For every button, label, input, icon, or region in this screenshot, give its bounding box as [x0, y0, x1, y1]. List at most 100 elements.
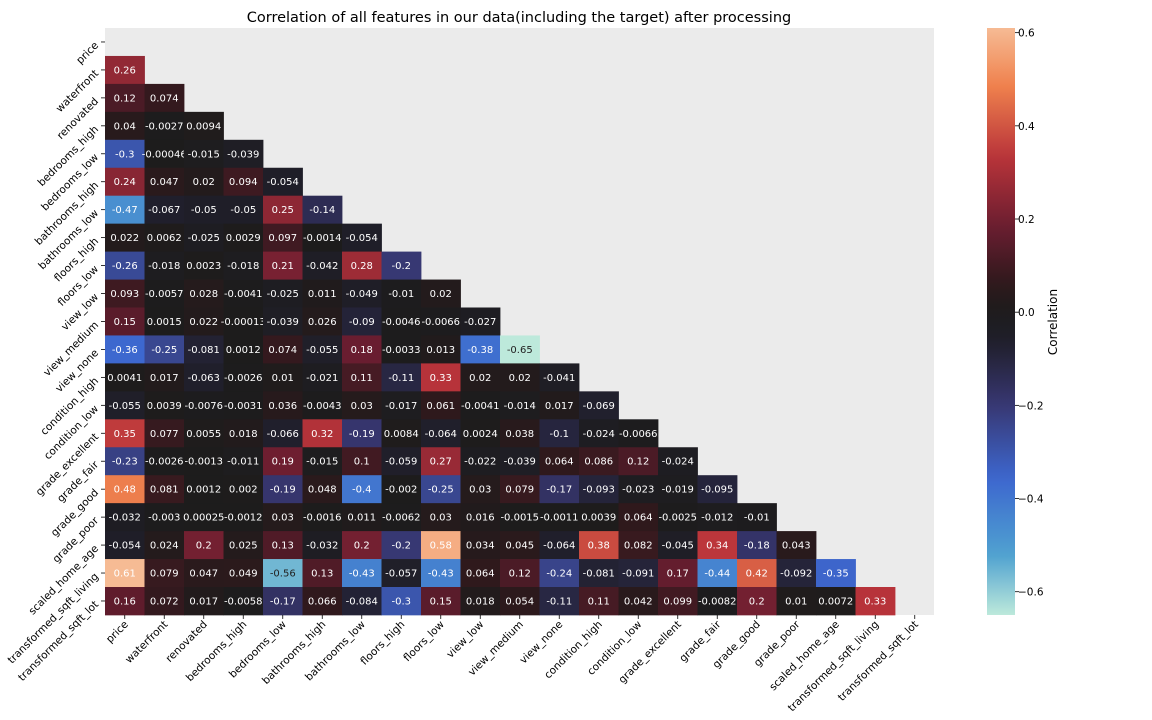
heatmap-cell	[855, 587, 896, 616]
cell-value-label: -0.3	[115, 149, 135, 160]
heatmap-cell	[263, 195, 303, 225]
heatmap-cell	[658, 559, 698, 588]
cell-value-label: -0.022	[464, 457, 496, 468]
cell-value-label: 0.034	[466, 541, 495, 552]
cell-value-label: -0.1	[549, 429, 569, 440]
heatmap-cell	[263, 363, 303, 392]
heatmap-cell	[144, 503, 185, 532]
cell-value-label: 0.0029	[226, 233, 261, 244]
heatmap-cell	[342, 335, 382, 364]
cell-value-label: 0.099	[663, 596, 692, 607]
heatmap-cell	[184, 223, 224, 252]
heatmap-cell	[184, 475, 224, 504]
heatmap-cell	[184, 279, 224, 308]
cell-value-label: -0.032	[109, 513, 141, 524]
heatmap-cell	[263, 167, 303, 197]
heatmap-cell	[263, 335, 303, 364]
colorbar-tick-label: 0.0	[1018, 307, 1035, 319]
cell-value-label: 0.02	[509, 373, 531, 384]
cell-value-label: 0.12	[114, 93, 136, 104]
heatmap-cell	[302, 419, 343, 448]
heatmap-cell	[223, 419, 264, 448]
cell-value-label: -0.018	[227, 261, 259, 272]
cell-value-label: 0.18	[351, 345, 373, 356]
cell-value-label: 0.33	[430, 373, 452, 384]
heatmap-cell	[579, 559, 619, 588]
heatmap-cell	[302, 391, 343, 420]
heatmap-cell	[144, 83, 185, 113]
cell-value-label: 0.066	[308, 596, 337, 607]
cell-value-label: -0.0041	[224, 289, 263, 300]
heatmap-cells: 0.26 0.12 0.074 0.04 -0.0027 0.0094 -0.3 -0.000…	[105, 55, 896, 616]
cell-value-label: -0.17	[270, 596, 296, 607]
heatmap-cell	[263, 419, 303, 448]
colorbar-tick-label: 0.2	[1018, 214, 1035, 226]
heatmap-cell	[144, 391, 185, 420]
colorbar-label: Correlation	[1046, 289, 1060, 355]
cell-value-label: -0.38	[467, 345, 493, 356]
cell-value-label: 0.072	[150, 596, 179, 607]
cell-value-label: 0.054	[505, 596, 534, 607]
heatmap-cell	[421, 503, 461, 532]
heatmap-cell	[737, 559, 777, 588]
heatmap-cell	[144, 475, 185, 504]
cell-value-label: -0.0011	[540, 513, 579, 524]
heatmap-cell	[697, 531, 738, 560]
cell-value-label: 0.11	[588, 596, 610, 607]
cell-value-label: -0.00046	[142, 149, 187, 160]
cell-value-label: 0.26	[114, 65, 136, 76]
heatmap-cell	[816, 559, 856, 588]
heatmap-cell	[500, 335, 540, 364]
heatmap-cell	[776, 587, 817, 616]
cell-value-label: -0.00013	[221, 317, 266, 328]
cell-value-label: 0.0012	[226, 345, 261, 356]
heatmap-cell	[342, 447, 382, 476]
cell-value-label: 0.074	[268, 345, 297, 356]
cell-value-label: 0.01	[785, 596, 807, 607]
cell-value-label: 0.24	[114, 177, 136, 188]
heatmap-cell	[223, 223, 264, 252]
heatmap-cell	[539, 447, 580, 476]
cell-value-label: -0.05	[230, 205, 256, 216]
cell-value-label: -0.0076	[184, 401, 223, 412]
cell-value-label: 0.11	[351, 373, 373, 384]
heatmap-cell	[105, 391, 145, 420]
heatmap-cell	[105, 307, 145, 336]
colorbar-tick-label: −0.6	[1018, 587, 1044, 599]
cell-value-label: 0.097	[268, 233, 297, 244]
heatmap-cell	[618, 503, 659, 532]
cell-value-label: 0.2	[354, 541, 370, 552]
cell-value-label: 0.047	[189, 569, 218, 580]
cell-value-label: -0.067	[148, 205, 180, 216]
cell-value-label: -0.024	[662, 457, 694, 468]
cell-value-label: 0.011	[308, 289, 337, 300]
cell-value-label: 0.19	[272, 457, 294, 468]
cell-value-label: 0.33	[864, 596, 886, 607]
cell-value-label: -0.014	[504, 401, 536, 412]
cell-value-label: -0.095	[701, 485, 733, 496]
heatmap-cell	[223, 139, 264, 169]
heatmap-cell	[302, 475, 343, 504]
cell-value-label: 0.061	[426, 401, 455, 412]
cell-value-label: -0.066	[267, 429, 299, 440]
cell-value-label: -0.063	[188, 373, 220, 384]
heatmap-cell	[105, 111, 145, 141]
heatmap-cell	[302, 363, 343, 392]
cell-value-label: -0.0057	[145, 289, 184, 300]
heatmap-cell	[105, 279, 145, 308]
heatmap-cell	[500, 363, 540, 392]
heatmap-cell	[381, 503, 422, 532]
heatmap-cell	[184, 307, 224, 336]
cell-value-label: -0.032	[306, 541, 338, 552]
heatmap-cell	[539, 391, 580, 420]
heatmap-cell	[579, 531, 619, 560]
cell-value-label: 0.016	[466, 513, 495, 524]
heatmap-cell	[144, 251, 185, 280]
heatmap-cell	[342, 475, 382, 504]
heatmap-cell	[737, 587, 777, 616]
heatmap-cell	[105, 419, 145, 448]
cell-value-label: -0.093	[583, 485, 615, 496]
heatmap-cell	[697, 475, 738, 504]
heatmap-cell	[776, 559, 817, 588]
cell-value-label: -0.56	[270, 569, 296, 580]
